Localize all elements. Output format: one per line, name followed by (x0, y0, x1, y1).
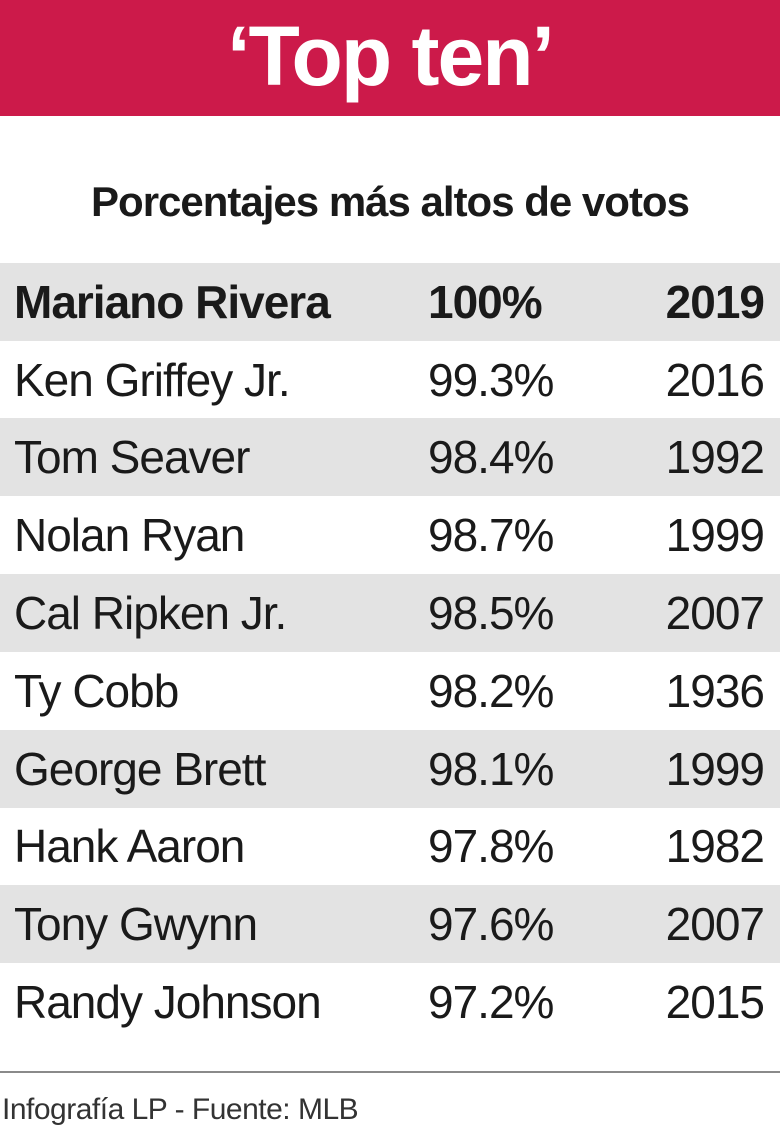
vote-percentage: 99.3% (428, 354, 554, 406)
player-name: Nolan Ryan (14, 509, 245, 561)
footer-divider (0, 1071, 780, 1073)
player-name: Tom Seaver (14, 431, 250, 483)
chart-title: ‘Top ten’ (227, 9, 555, 103)
player-name: Randy Johnson (14, 976, 322, 1028)
induction-year: 1936 (665, 665, 765, 717)
table-row: Hank Aaron 97.8% 1982 (0, 807, 780, 885)
induction-year: 2007 (665, 898, 765, 950)
vote-percentage: 97.2% (428, 976, 554, 1028)
table-row: George Brett 98.1% 1999 (0, 730, 780, 808)
induction-year: 1992 (665, 431, 765, 483)
table-row: Tony Gwynn 97.6% 2007 (0, 885, 780, 963)
source-credit: Infografía LP - Fuente: MLB (2, 1093, 359, 1126)
induction-year: 2016 (665, 354, 765, 406)
player-name: George Brett (14, 743, 266, 795)
player-name: Cal Ripken Jr. (14, 587, 287, 639)
player-name: Hank Aaron (14, 820, 245, 872)
table-row: Ken Griffey Jr. 99.3% 2016 (0, 341, 780, 419)
vote-percentage: 97.8% (428, 820, 554, 872)
chart-subtitle: Porcentajes más altos de votos (91, 178, 690, 225)
vote-percentage: 97.6% (428, 898, 554, 950)
table-row: Tom Seaver 98.4% 1992 (0, 418, 780, 496)
table-row: Mariano Rivera 100% 2019 (0, 263, 780, 341)
title-banner (0, 0, 780, 116)
table-row: Nolan Ryan 98.7% 1999 (0, 496, 780, 574)
induction-year: 2015 (665, 976, 765, 1028)
vote-percentage: 98.7% (428, 509, 554, 561)
induction-year: 2019 (665, 276, 765, 328)
player-name: Ken Griffey Jr. (14, 354, 291, 406)
vote-percentage: 98.1% (428, 743, 554, 795)
table-row: Cal Ripken Jr. 98.5% 2007 (0, 574, 780, 652)
vote-percentage: 98.5% (428, 587, 554, 639)
player-name: Mariano Rivera (14, 276, 331, 328)
induction-year: 1999 (665, 743, 765, 795)
table-row: Ty Cobb 98.2% 1936 (0, 652, 780, 730)
induction-year: 1999 (665, 509, 765, 561)
vote-percentage: 98.4% (428, 431, 554, 483)
induction-year: 1982 (665, 820, 765, 872)
table-row: Randy Johnson 97.2% 2015 (0, 963, 780, 1041)
player-name: Tony Gwynn (14, 898, 258, 950)
vote-percentage: 100% (428, 276, 543, 328)
vote-percentage: 98.2% (428, 665, 554, 717)
ranking-table: Mariano Rivera 100% 2019 Ken Griffey Jr.… (0, 263, 780, 1041)
player-name: Ty Cobb (14, 665, 179, 717)
induction-year: 2007 (665, 587, 765, 639)
